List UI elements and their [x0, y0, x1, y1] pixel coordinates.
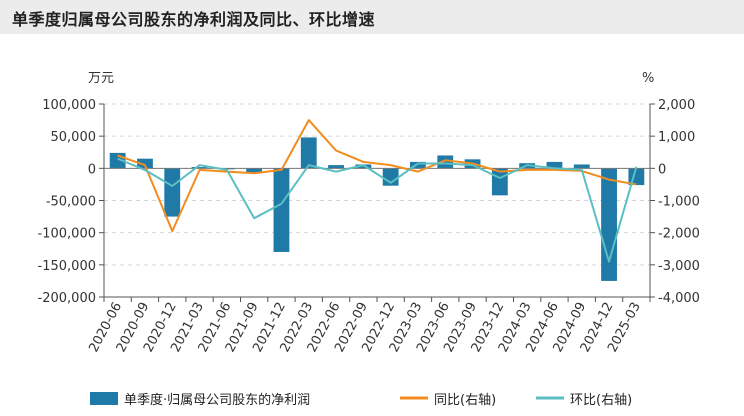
left-tick-label: 50,000	[51, 130, 97, 145]
right-tick-label: -2,000	[658, 227, 700, 242]
qoq-line	[117, 157, 638, 263]
legend-label-bar: 单季度·归属母公司股东的净利润	[124, 392, 310, 408]
bar	[164, 168, 181, 217]
bar	[273, 168, 290, 252]
title-bar: 单季度归属母公司股东的净利润及同比、环比增速	[0, 0, 744, 34]
axes	[99, 103, 655, 302]
chart: 100,000 50,000 0 -50,000 -100,000 -150,000 -20…	[38, 71, 700, 408]
bar	[355, 164, 372, 169]
line-series	[117, 119, 638, 263]
yoy-line	[117, 119, 637, 233]
legend-label-qoq: 环比(右轴)	[570, 393, 632, 408]
bar	[300, 137, 317, 169]
bar	[546, 161, 563, 169]
left-tick-label: -150,000	[38, 259, 96, 274]
right-tick-label: -3,000	[658, 259, 700, 274]
left-tick-label: -200,000	[38, 291, 96, 306]
legend-label-yoy: 同比(右轴)	[434, 393, 496, 408]
legend-swatch-bar	[90, 392, 118, 405]
bar	[573, 164, 590, 169]
grid-lines	[104, 103, 650, 266]
chart-title: 单季度归属母公司股东的净利润及同比、环比增速	[12, 10, 376, 29]
bar	[191, 167, 208, 169]
legend: 单季度·归属母公司股东的净利润 同比(右轴) 环比(右轴)	[90, 392, 632, 408]
bar-series	[109, 137, 645, 281]
right-tick-label: -4,000	[658, 291, 700, 306]
left-tick-label: -50,000	[46, 195, 96, 210]
left-tick-label: 0	[88, 162, 96, 177]
bar	[246, 168, 263, 174]
right-tick-label: 1,000	[658, 130, 695, 145]
bar	[328, 165, 344, 169]
left-axis-unit: 万元	[88, 71, 114, 86]
left-tick-label: -100,000	[38, 227, 96, 242]
bar	[437, 155, 454, 169]
left-tick-label: 100,000	[42, 98, 96, 113]
right-tick-label: -1,000	[658, 195, 700, 210]
bar	[137, 158, 153, 169]
right-tick-label: 2,000	[658, 98, 695, 113]
bar	[410, 161, 426, 169]
bar	[601, 168, 617, 281]
right-axis-unit: %	[642, 71, 654, 86]
right-tick-label: 0	[658, 162, 666, 177]
